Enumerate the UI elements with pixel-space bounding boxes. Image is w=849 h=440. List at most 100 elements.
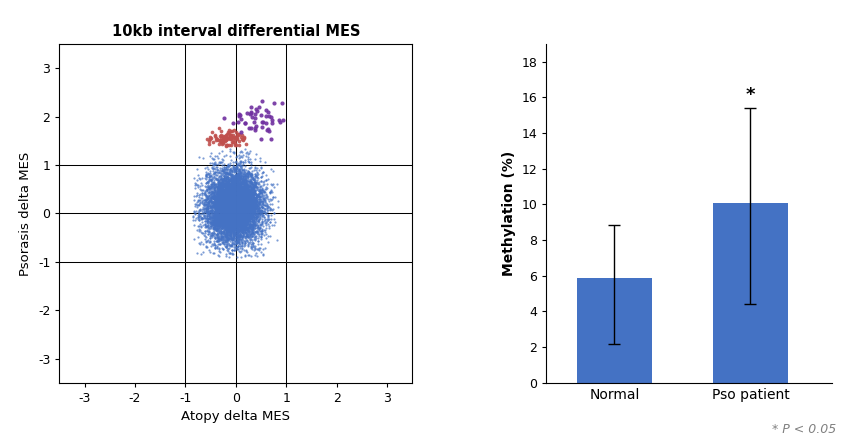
Point [207, 190, 221, 197]
Point [227, 193, 240, 200]
Point [236, 225, 250, 232]
Point [233, 217, 247, 224]
Point [209, 194, 222, 201]
Point [202, 247, 216, 254]
Point [245, 239, 259, 246]
Point [228, 240, 242, 247]
Point [217, 180, 231, 187]
Point [253, 198, 267, 205]
Point [202, 194, 216, 201]
Point [231, 200, 245, 207]
Point [229, 217, 243, 224]
Point [223, 185, 237, 192]
Point [228, 204, 242, 211]
Point [228, 231, 242, 238]
Point [225, 189, 239, 196]
Point [204, 200, 217, 207]
Point [251, 217, 265, 224]
Point [219, 188, 233, 195]
Y-axis label: Methylation (%): Methylation (%) [502, 151, 516, 276]
Point [243, 212, 256, 219]
Point [252, 204, 266, 211]
Point [244, 211, 257, 218]
Point [260, 185, 273, 192]
Point [228, 212, 241, 219]
Point [250, 180, 263, 187]
Point [233, 196, 246, 203]
Point [252, 204, 266, 211]
Point [225, 189, 239, 196]
Point [242, 205, 256, 212]
Point [207, 195, 221, 202]
Point [244, 187, 257, 194]
Point [201, 211, 215, 218]
Point [216, 186, 230, 193]
Point [226, 196, 239, 203]
Point [217, 197, 231, 204]
Point [222, 227, 236, 235]
Point [206, 202, 220, 209]
Point [226, 176, 239, 183]
Point [216, 139, 230, 146]
Point [237, 210, 250, 217]
Point [190, 181, 204, 188]
Point [207, 214, 221, 221]
Point [220, 196, 233, 203]
Point [223, 187, 237, 194]
Point [216, 237, 229, 244]
Point [239, 190, 252, 197]
Point [238, 196, 251, 203]
Point [215, 222, 228, 229]
Point [228, 210, 242, 217]
Point [194, 251, 208, 258]
Point [200, 192, 214, 199]
Point [229, 219, 243, 226]
Point [235, 213, 249, 220]
Point [207, 212, 221, 219]
Point [226, 191, 239, 198]
Point [258, 219, 272, 226]
Point [231, 179, 245, 186]
Point [222, 198, 236, 205]
Point [248, 174, 261, 181]
Point [261, 212, 275, 219]
Point [215, 172, 228, 179]
Point [225, 182, 239, 189]
Point [243, 226, 256, 233]
Point [210, 231, 223, 238]
Point [225, 183, 239, 190]
Point [230, 208, 244, 215]
Point [232, 170, 245, 177]
Point [216, 233, 230, 240]
Point [249, 178, 262, 185]
Point [223, 216, 237, 224]
Point [235, 238, 249, 246]
Point [220, 186, 233, 193]
Point [222, 204, 235, 211]
Point [227, 204, 240, 211]
Point [239, 192, 253, 199]
Point [231, 214, 245, 221]
Point [231, 176, 245, 183]
Point [233, 214, 247, 221]
Point [249, 183, 262, 190]
Point [216, 192, 230, 199]
Point [213, 218, 227, 225]
Point [233, 190, 247, 197]
Point [223, 184, 237, 191]
Point [229, 220, 243, 227]
Point [233, 209, 246, 216]
Point [244, 202, 257, 209]
Point [211, 222, 224, 229]
Point [234, 216, 248, 224]
Point [232, 208, 245, 215]
Point [228, 191, 241, 198]
Point [236, 233, 250, 240]
Point [239, 237, 253, 244]
Point [229, 208, 243, 215]
Point [220, 187, 233, 194]
Point [240, 220, 254, 227]
Point [229, 188, 243, 195]
Point [230, 234, 244, 241]
Point [228, 225, 241, 232]
